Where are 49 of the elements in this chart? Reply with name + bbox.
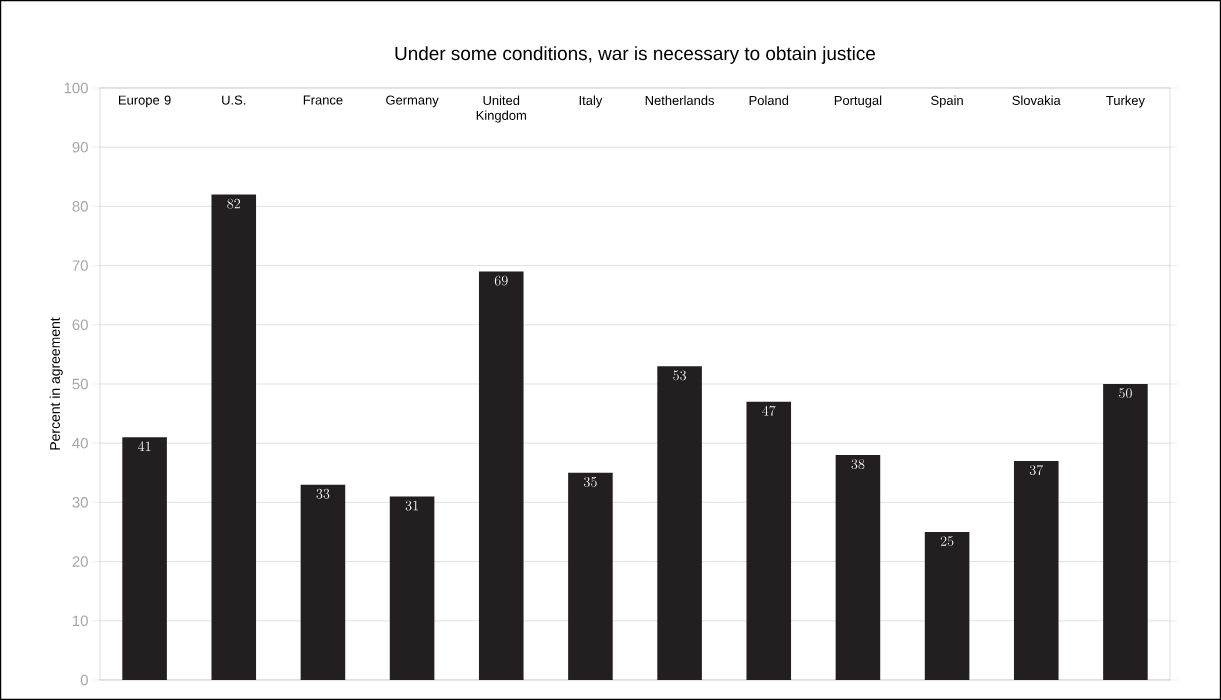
y-tick-label: 100 bbox=[64, 82, 88, 94]
x-tick-label: Spain bbox=[931, 95, 963, 108]
bar bbox=[746, 401, 792, 680]
data-label: 31 bbox=[405, 500, 418, 511]
bar bbox=[478, 271, 524, 680]
y-tick-label: 40 bbox=[72, 437, 88, 449]
chart-title: Under some conditions, war is necessary to obtain justice bbox=[395, 46, 876, 64]
x-tick-label: Europe 9 bbox=[119, 95, 171, 108]
x-tick-label: United Kingdom bbox=[476, 95, 526, 123]
bar bbox=[1013, 460, 1059, 680]
data-label: 38 bbox=[851, 459, 865, 470]
bar bbox=[1103, 383, 1148, 680]
x-tick-label: Turkey bbox=[1106, 95, 1145, 108]
y-tick-label: 20 bbox=[72, 556, 88, 567]
bar bbox=[568, 472, 613, 680]
x-tick-label: Portugal bbox=[834, 95, 882, 108]
data-label: 53 bbox=[673, 370, 687, 381]
bar bbox=[657, 366, 702, 680]
data-label: 69 bbox=[494, 275, 508, 286]
data-label: 37 bbox=[1029, 465, 1044, 476]
bar bbox=[122, 437, 167, 680]
x-tick-label: U.S. bbox=[222, 95, 246, 105]
y-tick-label: 70 bbox=[72, 260, 88, 271]
data-label: 35 bbox=[584, 477, 597, 487]
data-label: 33 bbox=[316, 488, 330, 499]
x-tick-label: Germany bbox=[386, 95, 439, 108]
y-axis-title: Percent in agreement bbox=[49, 317, 63, 450]
y-tick-label: 60 bbox=[72, 319, 88, 331]
bar bbox=[924, 531, 970, 680]
bar bbox=[389, 496, 435, 680]
data-label: 41 bbox=[137, 441, 151, 452]
x-tick-label: Italy bbox=[579, 95, 603, 108]
y-tick-label: 30 bbox=[72, 497, 88, 508]
bar bbox=[211, 194, 257, 680]
x-tick-label: France bbox=[303, 95, 343, 105]
bar bbox=[300, 484, 346, 680]
y-tick-label: 90 bbox=[72, 141, 88, 153]
x-tick-label: Poland bbox=[749, 95, 789, 106]
data-label: 25 bbox=[940, 536, 954, 547]
data-label: 47 bbox=[762, 405, 776, 416]
y-tick-label: 50 bbox=[72, 378, 88, 390]
x-tick-label: Slovakia bbox=[1012, 95, 1061, 106]
data-label: 50 bbox=[1119, 388, 1132, 399]
y-tick-label: 0 bbox=[80, 674, 88, 686]
x-tick-label: Netherlands bbox=[645, 95, 715, 106]
y-tick-label: 80 bbox=[72, 201, 88, 212]
y-tick-label: 10 bbox=[73, 615, 88, 627]
bar bbox=[835, 455, 881, 680]
data-label: 82 bbox=[227, 198, 241, 209]
